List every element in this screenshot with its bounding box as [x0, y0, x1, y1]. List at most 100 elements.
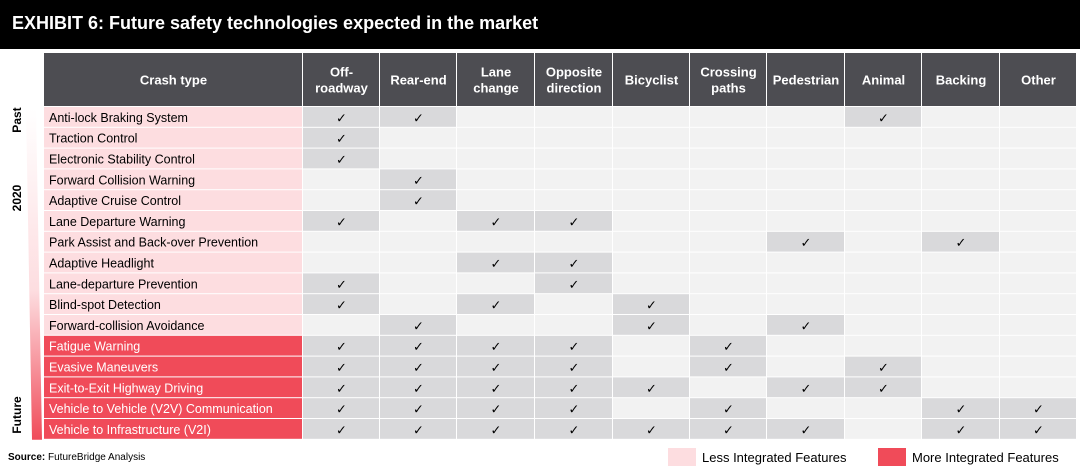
empty-cell — [535, 294, 612, 314]
column-header-label: direction — [547, 81, 602, 96]
empty-cell — [613, 273, 689, 294]
empty-cell — [690, 273, 766, 294]
empty-cell — [535, 231, 612, 252]
empty-cell — [613, 107, 689, 127]
check-mark: ✓ — [491, 215, 502, 230]
row-label-cell — [44, 315, 302, 335]
empty-cell — [767, 190, 844, 210]
checked-cell — [535, 398, 612, 418]
empty-cell — [535, 107, 612, 127]
empty-cell — [922, 335, 999, 356]
header-cell — [690, 53, 766, 106]
check-mark: ✓ — [878, 382, 889, 397]
header-cell — [845, 53, 921, 106]
check-mark: ✓ — [569, 257, 580, 272]
check-mark: ✓ — [413, 319, 424, 334]
empty-cell — [767, 169, 844, 190]
empty-cell — [845, 398, 921, 418]
check-mark: ✓ — [723, 423, 734, 438]
check-mark: ✓ — [569, 423, 580, 438]
row-label: Forward Collision Warning — [49, 173, 195, 187]
check-mark: ✓ — [491, 382, 502, 397]
checked-cell — [613, 419, 689, 439]
checked-cell — [613, 294, 689, 314]
empty-cell — [303, 190, 379, 210]
row-label: Forward-collision Avoidance — [49, 319, 204, 333]
check-mark: ✓ — [646, 319, 657, 334]
empty-cell — [767, 107, 844, 127]
checked-cell — [457, 335, 534, 356]
checked-cell — [690, 419, 766, 439]
check-mark: ✓ — [336, 382, 347, 397]
checked-cell — [535, 377, 612, 398]
row-label: Electronic Stability Control — [49, 153, 195, 167]
checked-cell — [767, 231, 844, 252]
check-mark: ✓ — [413, 403, 424, 418]
check-mark: ✓ — [801, 319, 812, 334]
check-mark: ✓ — [878, 111, 889, 126]
checked-cell — [535, 211, 612, 231]
column-header-label: Rear-end — [390, 73, 446, 88]
empty-cell — [922, 294, 999, 314]
column-header-label: Backing — [936, 73, 987, 88]
empty-cell — [845, 294, 921, 314]
empty-cell — [457, 273, 534, 294]
empty-cell — [922, 127, 999, 148]
empty-cell — [613, 335, 689, 356]
check-mark: ✓ — [569, 361, 580, 376]
empty-cell — [380, 127, 456, 148]
empty-cell — [380, 294, 456, 314]
empty-cell — [303, 315, 379, 335]
check-mark: ✓ — [491, 361, 502, 376]
header-cell — [613, 53, 689, 106]
check-mark: ✓ — [413, 174, 424, 189]
check-mark: ✓ — [491, 403, 502, 418]
check-mark: ✓ — [336, 361, 347, 376]
empty-cell — [845, 127, 921, 148]
empty-cell — [303, 252, 379, 273]
checked-cell — [380, 356, 456, 377]
checked-cell — [535, 335, 612, 356]
source-text: FutureBridge Analysis — [48, 452, 146, 463]
row-label: Adaptive Cruise Control — [49, 194, 181, 208]
empty-cell — [922, 273, 999, 294]
column-header-label: Off- — [330, 65, 353, 80]
empty-cell — [457, 231, 534, 252]
empty-cell — [690, 107, 766, 127]
row-label: Blind-spot Detection — [49, 298, 161, 312]
integration-gradient-strip — [26, 109, 42, 440]
empty-cell — [457, 127, 534, 148]
empty-cell — [1000, 107, 1076, 127]
row-label-cell — [44, 356, 302, 377]
checked-cell — [303, 294, 379, 314]
check-mark: ✓ — [336, 423, 347, 438]
row-label: Fatigue Warning — [49, 340, 140, 354]
check-mark: ✓ — [413, 423, 424, 438]
exhibit-title: EXHIBIT 6: Future safety technologies ex… — [12, 13, 539, 33]
checked-cell — [303, 335, 379, 356]
checked-cell — [380, 190, 456, 210]
checked-cell — [380, 377, 456, 398]
row-label-cell — [44, 127, 302, 148]
check-mark: ✓ — [569, 340, 580, 355]
checked-cell — [1000, 419, 1076, 439]
checked-cell — [690, 335, 766, 356]
empty-cell — [613, 190, 689, 210]
checked-cell — [380, 315, 456, 335]
row-label: Evasive Maneuvers — [49, 361, 158, 375]
check-mark: ✓ — [336, 403, 347, 418]
checked-cell — [1000, 398, 1076, 418]
empty-cell — [845, 419, 921, 439]
empty-cell — [303, 169, 379, 190]
checked-cell — [303, 148, 379, 169]
check-mark: ✓ — [801, 382, 812, 397]
check-mark: ✓ — [413, 382, 424, 397]
header-cell — [535, 53, 612, 106]
check-mark: ✓ — [956, 236, 967, 251]
checked-cell — [457, 252, 534, 273]
header-cell-crash-type — [44, 53, 302, 106]
checked-cell — [767, 377, 844, 398]
empty-cell — [922, 211, 999, 231]
header-label-crash-type: Crash type — [140, 73, 207, 88]
